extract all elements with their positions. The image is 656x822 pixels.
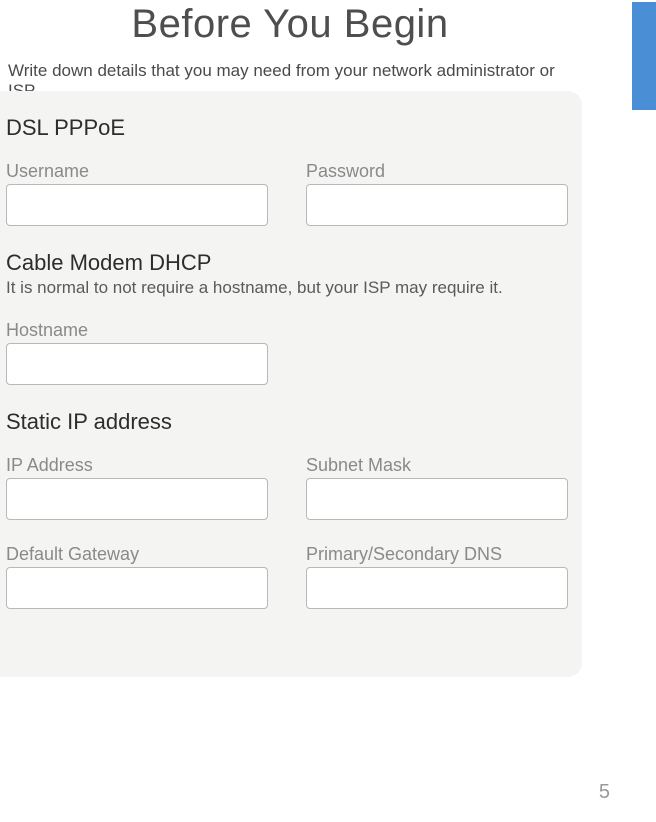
input-password[interactable] bbox=[306, 184, 568, 226]
page-title: Before You Begin bbox=[0, 2, 580, 47]
input-gateway[interactable] bbox=[6, 567, 268, 609]
field-password: Password bbox=[306, 161, 568, 226]
row-static-1: IP Address Subnet Mask bbox=[6, 455, 562, 520]
section-heading-dhcp: Cable Modem DHCP bbox=[6, 250, 562, 276]
input-username[interactable] bbox=[6, 184, 268, 226]
input-dns[interactable] bbox=[306, 567, 568, 609]
field-username: Username bbox=[6, 161, 268, 226]
row-pppoe: Username Password bbox=[6, 161, 562, 226]
input-ip[interactable] bbox=[6, 478, 268, 520]
field-ip: IP Address bbox=[6, 455, 268, 520]
input-hostname[interactable] bbox=[6, 343, 268, 385]
label-dns: Primary/Secondary DNS bbox=[306, 544, 568, 565]
label-hostname: Hostname bbox=[6, 320, 268, 341]
field-dns: Primary/Secondary DNS bbox=[306, 544, 568, 609]
field-gateway: Default Gateway bbox=[6, 544, 268, 609]
row-dhcp: Hostname bbox=[6, 320, 562, 385]
label-subnet: Subnet Mask bbox=[306, 455, 568, 476]
label-ip: IP Address bbox=[6, 455, 268, 476]
field-hostname: Hostname bbox=[6, 320, 268, 385]
label-username: Username bbox=[6, 161, 268, 182]
form-panel: DSL PPPoE Username Password Cable Modem … bbox=[0, 91, 582, 677]
section-heading-static: Static IP address bbox=[6, 409, 562, 435]
page-number: 5 bbox=[599, 781, 610, 804]
label-password: Password bbox=[306, 161, 568, 182]
field-subnet: Subnet Mask bbox=[306, 455, 568, 520]
label-gateway: Default Gateway bbox=[6, 544, 268, 565]
row-static-2: Default Gateway Primary/Secondary DNS bbox=[6, 544, 562, 609]
section-sub-dhcp: It is normal to not require a hostname, … bbox=[6, 278, 562, 298]
section-heading-pppoe: DSL PPPoE bbox=[6, 115, 562, 141]
input-subnet[interactable] bbox=[306, 478, 568, 520]
side-tab bbox=[632, 2, 656, 110]
